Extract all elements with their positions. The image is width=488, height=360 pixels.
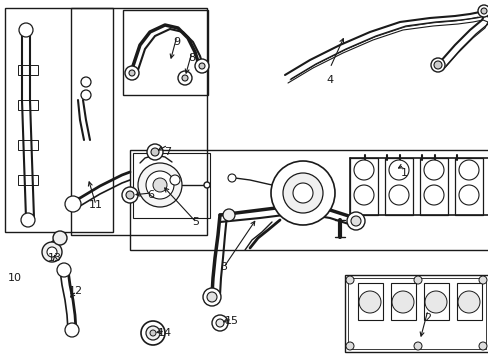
Text: 14: 14 [158, 328, 172, 338]
Circle shape [480, 8, 486, 14]
Circle shape [199, 63, 204, 69]
Circle shape [151, 148, 159, 156]
Circle shape [391, 291, 413, 313]
Text: 5: 5 [192, 217, 199, 227]
Circle shape [423, 185, 443, 205]
Circle shape [227, 174, 236, 182]
Circle shape [57, 263, 71, 277]
Circle shape [47, 247, 57, 257]
Circle shape [423, 160, 443, 180]
Circle shape [458, 185, 478, 205]
Circle shape [126, 191, 134, 199]
Circle shape [206, 292, 217, 302]
Bar [18, 65, 38, 75]
Text: 11: 11 [89, 200, 103, 210]
Circle shape [81, 77, 91, 87]
Bar [454, 158, 482, 215]
Text: 15: 15 [224, 316, 239, 326]
Circle shape [150, 330, 156, 336]
Circle shape [146, 171, 174, 199]
Circle shape [170, 175, 180, 185]
Circle shape [153, 178, 167, 192]
Circle shape [81, 90, 91, 100]
Circle shape [283, 173, 323, 213]
Circle shape [223, 209, 235, 221]
Bar [5, 8, 113, 232]
Circle shape [203, 182, 209, 188]
Circle shape [424, 291, 446, 313]
Bar [130, 150, 488, 250]
Text: 2: 2 [424, 313, 431, 323]
Circle shape [146, 326, 160, 340]
Circle shape [125, 66, 139, 80]
Circle shape [129, 70, 135, 76]
Circle shape [353, 185, 373, 205]
Text: 8: 8 [188, 53, 195, 63]
Circle shape [216, 319, 224, 327]
Circle shape [292, 183, 312, 203]
Bar [345, 275, 488, 352]
Circle shape [458, 160, 478, 180]
Circle shape [19, 23, 33, 37]
Circle shape [413, 276, 421, 284]
Text: 6: 6 [147, 190, 154, 200]
Circle shape [346, 342, 353, 350]
Circle shape [270, 161, 334, 225]
Text: 1: 1 [400, 168, 407, 178]
Circle shape [21, 213, 35, 227]
Bar [18, 175, 38, 185]
Circle shape [42, 242, 62, 262]
Circle shape [212, 315, 227, 331]
Circle shape [138, 163, 182, 207]
Circle shape [122, 187, 138, 203]
Circle shape [430, 58, 444, 72]
Circle shape [65, 196, 81, 212]
Circle shape [353, 160, 373, 180]
Bar [357, 283, 382, 320]
Circle shape [433, 61, 441, 69]
Text: 10: 10 [8, 273, 22, 283]
Bar [423, 283, 448, 320]
Bar [390, 283, 415, 320]
Text: 4: 4 [326, 75, 333, 85]
Bar [419, 158, 447, 215]
Circle shape [350, 216, 360, 226]
Circle shape [141, 321, 164, 345]
Text: 12: 12 [69, 286, 83, 296]
Circle shape [178, 71, 192, 85]
Bar [347, 278, 485, 349]
Circle shape [203, 288, 221, 306]
Bar [456, 283, 481, 320]
Text: 3: 3 [220, 262, 227, 272]
Bar [18, 100, 38, 110]
Circle shape [346, 212, 364, 230]
Circle shape [53, 231, 67, 245]
Bar [384, 158, 412, 215]
Circle shape [388, 185, 408, 205]
Circle shape [457, 291, 479, 313]
Circle shape [388, 160, 408, 180]
Text: 9: 9 [173, 37, 180, 47]
Circle shape [478, 342, 486, 350]
Circle shape [358, 291, 380, 313]
Circle shape [346, 276, 353, 284]
Circle shape [477, 5, 488, 17]
Bar [349, 158, 377, 215]
Text: 7: 7 [164, 147, 171, 157]
Circle shape [182, 75, 187, 81]
Bar [133, 153, 209, 218]
Circle shape [65, 323, 79, 337]
Bar [18, 140, 38, 150]
Bar [71, 8, 206, 235]
Circle shape [195, 59, 208, 73]
Text: 13: 13 [48, 253, 62, 263]
Circle shape [478, 276, 486, 284]
Circle shape [413, 342, 421, 350]
Bar [123, 10, 207, 95]
Circle shape [147, 144, 163, 160]
